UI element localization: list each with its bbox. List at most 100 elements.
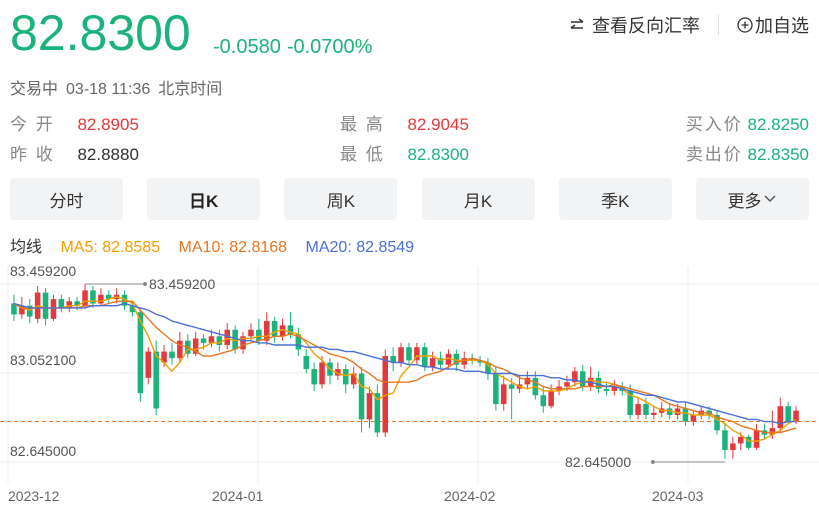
candle-body (429, 358, 436, 367)
x-label-dec: 2023-12 (8, 488, 60, 504)
candle-body (461, 358, 468, 365)
candle-body (232, 329, 238, 350)
candle-body (579, 371, 586, 387)
candle-body (105, 294, 112, 300)
open-value: 82.8905 (77, 115, 139, 134)
candle-body (224, 329, 231, 346)
tab-more[interactable]: 更多 (695, 178, 809, 220)
candle-body (66, 301, 73, 308)
tab-monthly-k[interactable]: 月K (421, 178, 535, 220)
tab-daily-k[interactable]: 日K (147, 178, 261, 220)
candle-body (722, 430, 728, 450)
candle-body (342, 369, 349, 385)
reverse-rate-button[interactable]: 查看反向汇率 (568, 12, 700, 38)
ma20-line (13, 302, 797, 425)
candle-body (714, 414, 720, 431)
candle-body (319, 362, 325, 385)
prev-close-value: 82.8880 (77, 145, 139, 164)
candle-body (50, 299, 57, 319)
candle-body (374, 393, 381, 433)
candle-body (437, 358, 444, 365)
candle-body (382, 355, 389, 433)
add-watchlist-label: 加自选 (755, 16, 809, 36)
high-label: 最 高 (340, 115, 385, 134)
swap-arrows-icon (570, 18, 584, 29)
candle-body (121, 294, 128, 306)
candle-body (682, 408, 689, 422)
candle-body (477, 360, 483, 363)
candle-body (271, 320, 278, 337)
chevron-down-icon (764, 195, 776, 203)
timezone-label: 北京时间 (158, 81, 223, 98)
candle-body (611, 386, 618, 391)
kline-chart[interactable]: 83.459200 83.052100 82.645000 83.459200 82.6… (0, 262, 819, 487)
ask-row: 卖出价 82.8350 (686, 140, 809, 165)
candle-body (145, 351, 152, 378)
prev-close-label: 昨 收 (10, 145, 55, 164)
candle-body (627, 390, 633, 415)
candle-body (161, 351, 167, 363)
candle-body (508, 384, 515, 389)
candle-body (500, 384, 507, 405)
candle-body (730, 443, 736, 450)
low-label: 最 低 (340, 145, 385, 164)
prev-close-row: 昨 收 82.8880 (10, 140, 139, 165)
candle-body (90, 290, 96, 304)
candle-body (303, 355, 310, 370)
min-marker-dot (650, 460, 655, 464)
ma5-value: MA5: 82.8585 (60, 239, 161, 256)
ma-legend: 均线 MA5: 82.8585 MA10: 82.8168 MA20: 82.8… (10, 233, 428, 257)
ma20-value: MA20: 82.8549 (305, 239, 415, 256)
candle-body (745, 436, 752, 448)
candle-body (137, 312, 144, 394)
candle-body (216, 336, 223, 346)
tab-intraday[interactable]: 分时 (10, 178, 123, 220)
candle-body (58, 299, 65, 308)
tab-quarterly-k[interactable]: 季K (558, 178, 672, 220)
bid-row: 买入价 82.8250 (686, 110, 809, 135)
x-label-mar: 2024-03 (652, 488, 704, 504)
candle-body (279, 325, 286, 337)
candle-body (572, 371, 578, 383)
candle-body (406, 347, 412, 361)
candle-body (777, 406, 784, 429)
candle-body (785, 406, 791, 422)
x-label-jan: 2024-01 (212, 488, 264, 504)
y-axis-label: 83.052100 (10, 352, 76, 368)
high-row: 最 高 82.9045 (340, 110, 469, 135)
candle-body (769, 428, 776, 435)
candle-body (82, 290, 88, 306)
candle-body (793, 410, 799, 422)
tab-weekly-k[interactable]: 周K (284, 178, 398, 220)
candle-body (169, 351, 175, 359)
price-change: -0.0580 -0.0700% (213, 36, 378, 59)
candle-body (414, 347, 420, 361)
candle-body (74, 301, 80, 306)
candle-body (177, 340, 183, 359)
ma-label: 均线 (10, 239, 43, 256)
ma5-line (13, 296, 797, 442)
top-actions: 查看反向汇率 加自选 (568, 12, 809, 38)
candle-body (129, 305, 136, 313)
candle-body (358, 373, 365, 420)
candle-body (366, 393, 373, 420)
trade-state: 交易中 (10, 81, 59, 98)
candle-body (335, 369, 341, 376)
candle-body (485, 362, 491, 374)
x-label-feb: 2024-02 (444, 488, 496, 504)
candle-body (524, 377, 531, 385)
open-label: 今 开 (10, 115, 55, 134)
max-marker-label: 83.459200 (149, 276, 215, 292)
candle-body (240, 336, 246, 350)
candle-body (453, 353, 460, 365)
candle-body (737, 436, 744, 444)
candle-body (753, 430, 760, 448)
low-row: 最 低 82.8300 (340, 140, 469, 165)
ma10-value: MA10: 82.8168 (178, 239, 288, 256)
candle-body (256, 329, 262, 341)
candle-body (548, 390, 554, 407)
candle-body (398, 347, 404, 363)
candle-body (421, 347, 428, 367)
add-watchlist-button[interactable]: 加自选 (737, 12, 809, 38)
candle-body (11, 303, 17, 315)
